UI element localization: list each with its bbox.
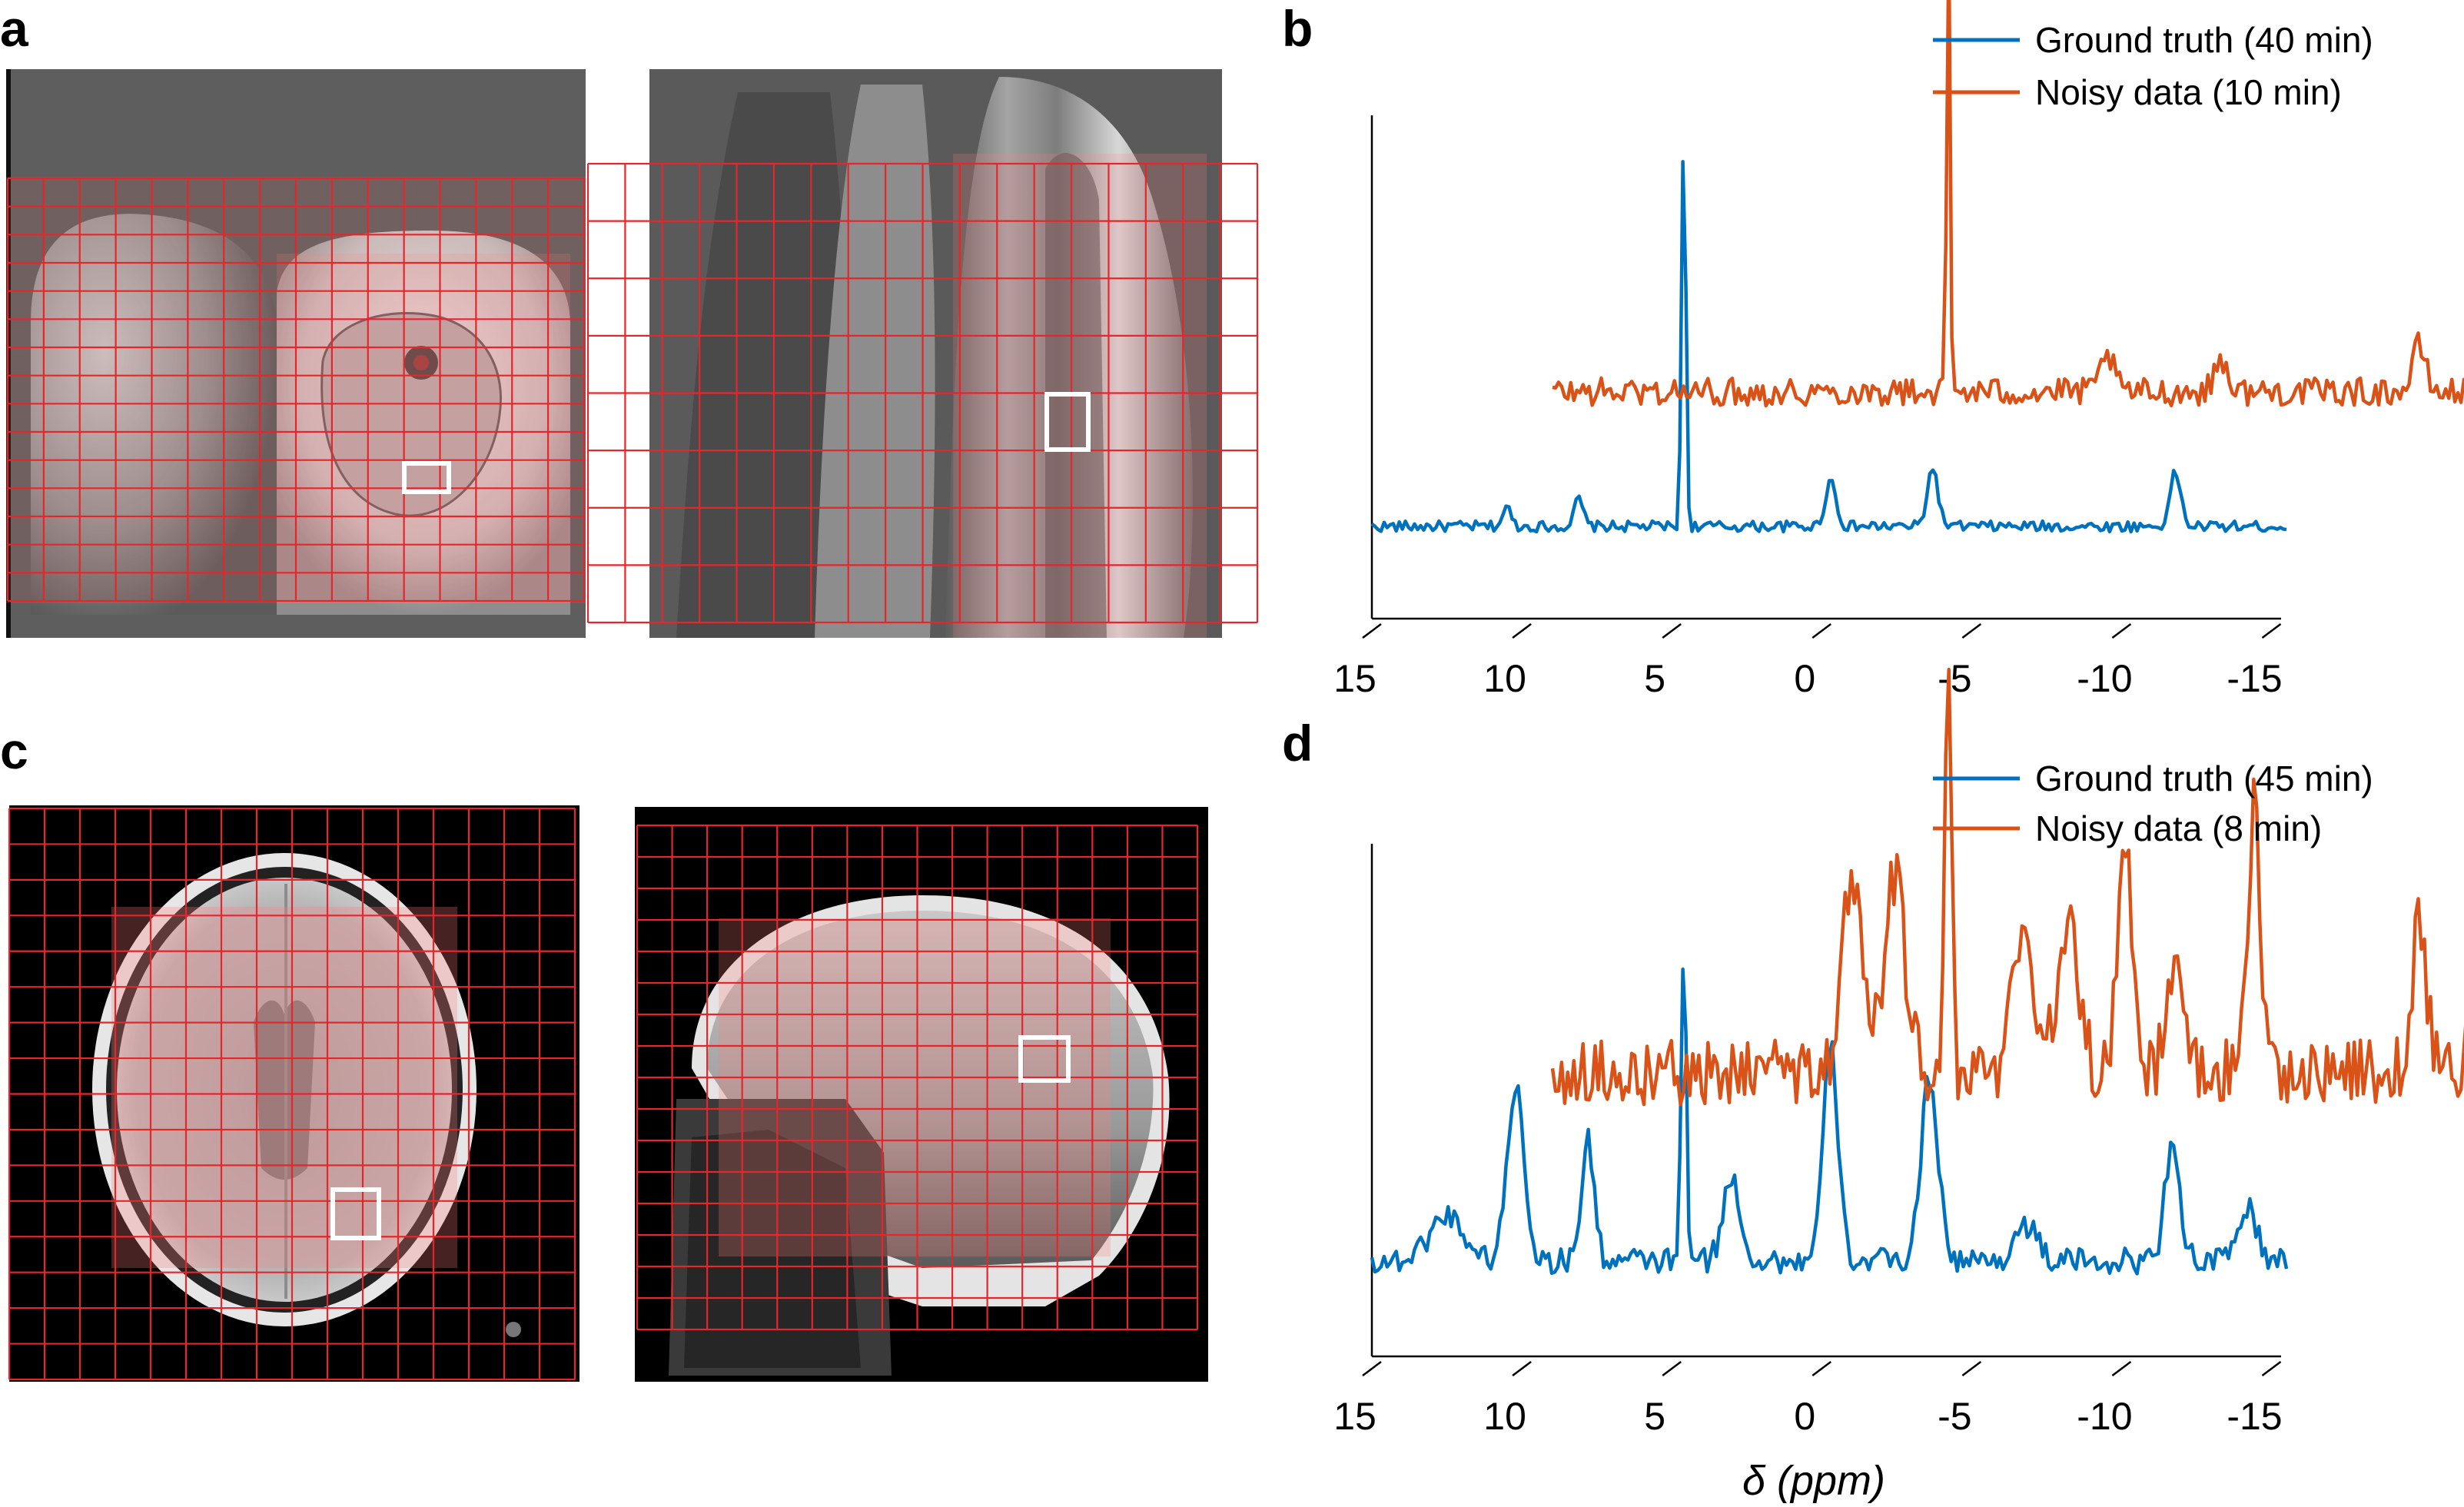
legend-label-ground-truth-b: Ground truth (40 min) [2035, 20, 2373, 60]
x-tick-label-d: 0 [1794, 1395, 1815, 1438]
voxel-grid-a-axial [6, 177, 586, 602]
spectrum-chart-b: 15 10 5 0 -5 -10 -15 Ground truth (40 min) Noi… [1333, 0, 2464, 700]
series-line-noisy-b [1552, 0, 2464, 408]
x-tick-label-d: 15 [1333, 1395, 1376, 1438]
panel-label-c: c [0, 722, 28, 779]
x-tick-label-b: -15 [2227, 657, 2282, 700]
x-tick-label-d: 5 [1644, 1395, 1665, 1438]
legend-label-noisy-b: Noisy data (10 min) [2035, 72, 2342, 112]
voxel-grid-c-axial [8, 807, 576, 1381]
x-tick-mark-b [1811, 623, 1831, 639]
roi-box-c-sagittal [1018, 1035, 1071, 1083]
panel-label-a: a [0, 0, 29, 57]
axis-lines-d [1370, 844, 2281, 1358]
x-tick-mark-d [1662, 1361, 1682, 1376]
spectrum-chart-d: 15 10 5 0 -5 -10 -15 Ground truth (45 min) Noi… [1333, 667, 2464, 1504]
x-tick-label-b: 0 [1794, 657, 1815, 700]
legend-d: Ground truth (45 min) Noisy data (8 min) [1933, 758, 2373, 848]
x-tick-mark-d [1362, 1361, 1382, 1376]
x-tick-mark-d [1811, 1361, 1831, 1376]
voxel-grid-c-sagittal [636, 824, 1199, 1331]
panel-label-d: d [1282, 715, 1313, 772]
legend-label-noisy-d: Noisy data (8 min) [2035, 808, 2322, 848]
x-tick-label-b: -5 [1938, 657, 1971, 700]
x-tick-label-d: -5 [1938, 1395, 1971, 1438]
x-tick-mark-d [2261, 1361, 2282, 1376]
x-tick-label-b: -10 [2077, 657, 2132, 700]
panel-label-b: b [1282, 0, 1313, 57]
x-tick-mark-b [2261, 623, 2282, 639]
x-tick-label-d: -15 [2227, 1395, 2282, 1438]
series-line-ground-truth-d [1370, 968, 2289, 1276]
legend-label-ground-truth-d: Ground truth (45 min) [2035, 758, 2373, 798]
x-tick-mark-d [2111, 1361, 2132, 1376]
legend-b: Ground truth (40 min) Noisy data (10 min… [1933, 20, 2373, 112]
x-tick-label-d: -10 [2077, 1395, 2132, 1438]
x-tick-mark-b [2111, 623, 2132, 639]
x-tick-mark-d [1512, 1361, 1532, 1376]
x-tick-label-b: 15 [1333, 657, 1376, 700]
roi-box-a-axial [402, 461, 451, 494]
x-tick-label-d: 10 [1483, 1395, 1526, 1438]
x-tick-mark-b [1961, 623, 1982, 639]
series-line-noisy-d [1550, 667, 2464, 1107]
x-tick-label-b: 10 [1483, 657, 1526, 700]
x-tick-label-b: 5 [1644, 657, 1665, 700]
roi-box-c-axial [330, 1187, 381, 1240]
roi-box-a-sagittal [1044, 392, 1091, 452]
x-axis-label-d: δ (ppm) [1742, 1458, 1885, 1504]
mri-brain-sagittal-image [635, 807, 1208, 1382]
x-tick-mark-b [1362, 623, 1382, 639]
x-tick-mark-b [1512, 623, 1532, 639]
voxel-grid-a-sagittal [586, 162, 1259, 624]
series-line-ground-truth-b [1370, 160, 2287, 534]
axis-lines-b [1370, 115, 2281, 620]
mri-leg-sagittal-image [649, 69, 1222, 638]
x-tick-mark-d [1961, 1361, 1982, 1376]
x-tick-mark-b [1662, 623, 1682, 639]
